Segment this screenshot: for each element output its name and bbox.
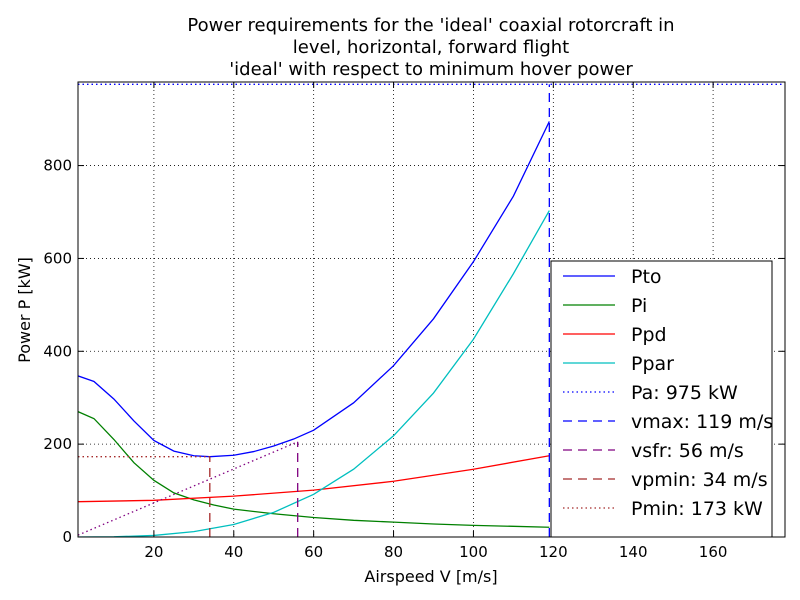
- legend: Pto Pi Ppd Ppar Pa: 975 kW vmax: 119 m/s vsfr:…: [550, 260, 773, 538]
- chart-title-line-1: Power requirements for the 'ideal' coaxi…: [187, 15, 674, 36]
- x-tick-label: 20: [144, 543, 163, 561]
- legend-label: Pi: [631, 295, 647, 317]
- y-tick-label: 200: [43, 435, 72, 453]
- series-line-pto: [78, 121, 550, 458]
- x-tick-label: 120: [539, 543, 568, 561]
- legend-label: Pa: 975 kW: [631, 382, 738, 404]
- x-tick-label: 80: [384, 543, 403, 561]
- series-line-pi: [78, 411, 550, 528]
- legend-label: Ppd: [631, 324, 667, 346]
- y-tick-label: 600: [43, 249, 72, 267]
- y-tick-label: 400: [43, 342, 72, 360]
- legend-label: Pmin: 173 kW: [631, 498, 763, 520]
- series-line-ppd: [78, 455, 550, 503]
- chart-title-line-2: level, horizontal, forward flight: [293, 37, 569, 58]
- legend-label: vmax: 119 m/s: [631, 411, 773, 433]
- y-axis-label: Power P [kW]: [15, 257, 34, 363]
- legend-label: Pto: [631, 266, 662, 288]
- tangent-line: [78, 441, 298, 536]
- y-tick-label: 800: [43, 157, 72, 175]
- x-tick-label: 140: [619, 543, 648, 561]
- legend-label: vsfr: 56 m/s: [631, 440, 744, 462]
- x-tick-label: 60: [304, 543, 323, 561]
- y-tick-label: 0: [62, 528, 72, 546]
- chart-title-line-3: 'ideal' with respect to minimum hover po…: [229, 59, 633, 80]
- x-tick-label: 100: [459, 543, 488, 561]
- axis-ticks: 20 40 60 80 100 120 140 160 0 200 400 600 800: [43, 82, 785, 561]
- legend-box: [550, 260, 773, 538]
- legend-label: vpmin: 34 m/s: [631, 469, 768, 491]
- x-tick-label: 160: [699, 543, 728, 561]
- chart-title: Power requirements for the 'ideal' coaxi…: [187, 15, 674, 80]
- x-axis-label: Airspeed V [m/s]: [364, 567, 497, 586]
- legend-label: Ppar: [631, 353, 674, 375]
- plot-frame: [77, 81, 786, 538]
- x-tick-label: 40: [224, 543, 243, 561]
